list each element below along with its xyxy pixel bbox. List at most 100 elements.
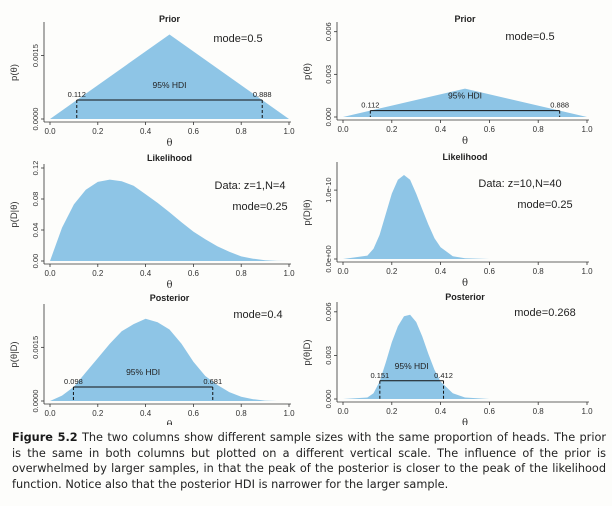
x-tick-label: 0.6	[188, 269, 200, 278]
x-tick-label: 1.0	[581, 267, 593, 276]
x-tick-label: 0.2	[92, 409, 104, 418]
hdi-label: 95% HDI	[152, 80, 186, 90]
y-tick-label: 0.003	[324, 346, 333, 365]
figure-panels: Prior 0.0 0.2 0.4 0.6 0.8 1.0 θ 0.0000 0.0015 p(θ)…	[9, 14, 593, 425]
y-tick-label: 0.000	[324, 108, 333, 127]
annotation-text: Data: z=1,N=4	[215, 180, 286, 192]
y-axis-label: p(θ)	[302, 63, 313, 80]
x-tick-label: 0.0	[44, 269, 56, 278]
x-tick-label: 1.0	[581, 125, 593, 134]
x-tick-label: 0.6	[188, 127, 200, 136]
chart-title: Likelihood	[147, 153, 192, 163]
x-tick-label: 0.4	[140, 269, 152, 278]
y-axis-label: p(D|θ)	[9, 201, 20, 227]
x-tick-label: 1.0	[283, 269, 295, 278]
x-tick-label: 0.2	[386, 407, 398, 416]
x-tick-label: 0.2	[92, 127, 104, 136]
x-tick-label: 0.8	[236, 269, 248, 278]
chart-posterior-left: Posterior 0.0 0.2 0.4 0.6 0.8 1.0 θ 0.0000 0.0015…	[9, 293, 295, 425]
x-tick-label: 0.6	[484, 267, 496, 276]
annotation-text: mode=0.5	[213, 33, 262, 45]
y-tick-label: 1.0e-10	[324, 177, 333, 202]
x-tick-label: 0.0	[337, 125, 349, 134]
density-area	[343, 88, 587, 117]
x-tick-label: 0.4	[435, 267, 447, 276]
y-tick-label: 0.0015	[31, 336, 40, 359]
annotation-text: mode=0.25	[232, 201, 287, 213]
y-tick-label: 0.0e+00	[324, 245, 333, 272]
chart-title: Posterior	[445, 292, 485, 302]
density-area	[343, 314, 587, 399]
x-axis-label: θ	[462, 418, 468, 425]
y-axis-label: p(D|θ)	[302, 199, 313, 225]
x-axis-label: θ	[166, 138, 172, 149]
y-tick-label: 0.08	[31, 192, 40, 207]
hdi-upper-label: 0.412	[434, 371, 453, 380]
chart-title: Posterior	[150, 293, 190, 303]
y-tick-label: 0.000	[324, 390, 333, 409]
x-axis-label: θ	[462, 136, 468, 147]
y-tick-label: 0.12	[31, 161, 40, 176]
density-area	[50, 34, 289, 119]
y-tick-label: 0.003	[324, 65, 333, 84]
x-tick-label: 0.0	[44, 409, 56, 418]
density-area	[343, 175, 587, 259]
hdi-label: 95% HDI	[395, 361, 429, 371]
chart-prior-left: Prior 0.0 0.2 0.4 0.6 0.8 1.0 θ 0.0000 0.0015 p(θ)…	[9, 14, 295, 149]
x-tick-label: 0.8	[533, 267, 545, 276]
chart-likelihood-left: Likelihood 0.0 0.2 0.4 0.6 0.8 1.0 θ 0.00 0.04 0.0…	[9, 153, 295, 291]
annotation-text: mode=0.268	[514, 307, 575, 319]
hdi-upper-label: 0.681	[203, 377, 222, 386]
y-tick-label: 0.00	[31, 254, 40, 269]
x-tick-label: 0.6	[188, 409, 200, 418]
hdi-lower-label: 0.112	[68, 90, 86, 99]
chart-prior-right: Prior 0.0 0.2 0.4 0.6 0.8 1.0 θ 0.000 0.003 0.006 p…	[302, 14, 593, 147]
x-axis-label: θ	[166, 420, 172, 425]
x-tick-label: 0.6	[484, 125, 496, 134]
hdi-upper-label: 0.888	[253, 90, 272, 99]
annotation-text: Data: z=10,N=40	[478, 178, 561, 190]
annotation-text: mode=0.5	[505, 31, 554, 43]
annotation-text: mode=0.4	[233, 309, 282, 321]
caption-text: The two columns show different sample si…	[12, 431, 607, 491]
figure-caption: Figure 5.2 The two columns show differen…	[12, 430, 606, 492]
x-tick-label: 0.2	[386, 125, 398, 134]
density-area	[50, 179, 289, 261]
x-tick-label: 1.0	[283, 127, 295, 136]
annotation-text: mode=0.25	[517, 199, 572, 211]
hdi-upper-label: 0.888	[550, 101, 569, 110]
y-axis-label: p(θ)	[9, 64, 20, 81]
x-tick-label: 0.8	[533, 407, 545, 416]
hdi-lower-label: 0.112	[361, 101, 379, 110]
chart-title: Prior	[159, 14, 181, 24]
hdi-label: 95% HDI	[448, 91, 482, 101]
x-axis-label: θ	[462, 278, 468, 289]
y-tick-label: 0.0000	[31, 390, 40, 413]
x-tick-label: 0.8	[533, 125, 545, 134]
x-tick-label: 0.2	[386, 267, 398, 276]
y-axis-label: p(θ|D)	[302, 339, 313, 365]
density-area	[50, 318, 289, 401]
y-tick-label: 0.0015	[31, 44, 40, 67]
x-tick-label: 0.2	[92, 269, 104, 278]
x-tick-label: 1.0	[581, 407, 593, 416]
y-tick-label: 0.0000	[31, 108, 40, 131]
chart-likelihood-right: Likelihood 0.0 0.2 0.4 0.6 0.8 1.0 θ 0.0e+00 1.0e…	[302, 152, 593, 289]
x-tick-label: 0.0	[44, 127, 56, 136]
caption-label: Figure 5.2	[12, 431, 78, 444]
x-tick-label: 0.0	[337, 267, 349, 276]
y-tick-label: 0.04	[31, 223, 40, 238]
x-tick-label: 1.0	[283, 409, 295, 418]
x-tick-label: 0.4	[435, 125, 447, 134]
x-tick-label: 0.6	[484, 407, 496, 416]
x-tick-label: 0.4	[140, 127, 152, 136]
x-axis-label: θ	[166, 280, 172, 291]
y-tick-label: 0.006	[324, 22, 333, 41]
hdi-label: 95% HDI	[126, 367, 160, 377]
x-tick-label: 0.8	[236, 127, 248, 136]
y-axis-label: p(θ|D)	[9, 341, 20, 367]
chart-title: Likelihood	[443, 152, 488, 162]
x-tick-label: 0.4	[140, 409, 152, 418]
chart-posterior-right: Posterior 0.0 0.2 0.4 0.6 0.8 1.0 θ 0.000 0.003 0.…	[302, 292, 593, 425]
x-tick-label: 0.0	[337, 407, 349, 416]
